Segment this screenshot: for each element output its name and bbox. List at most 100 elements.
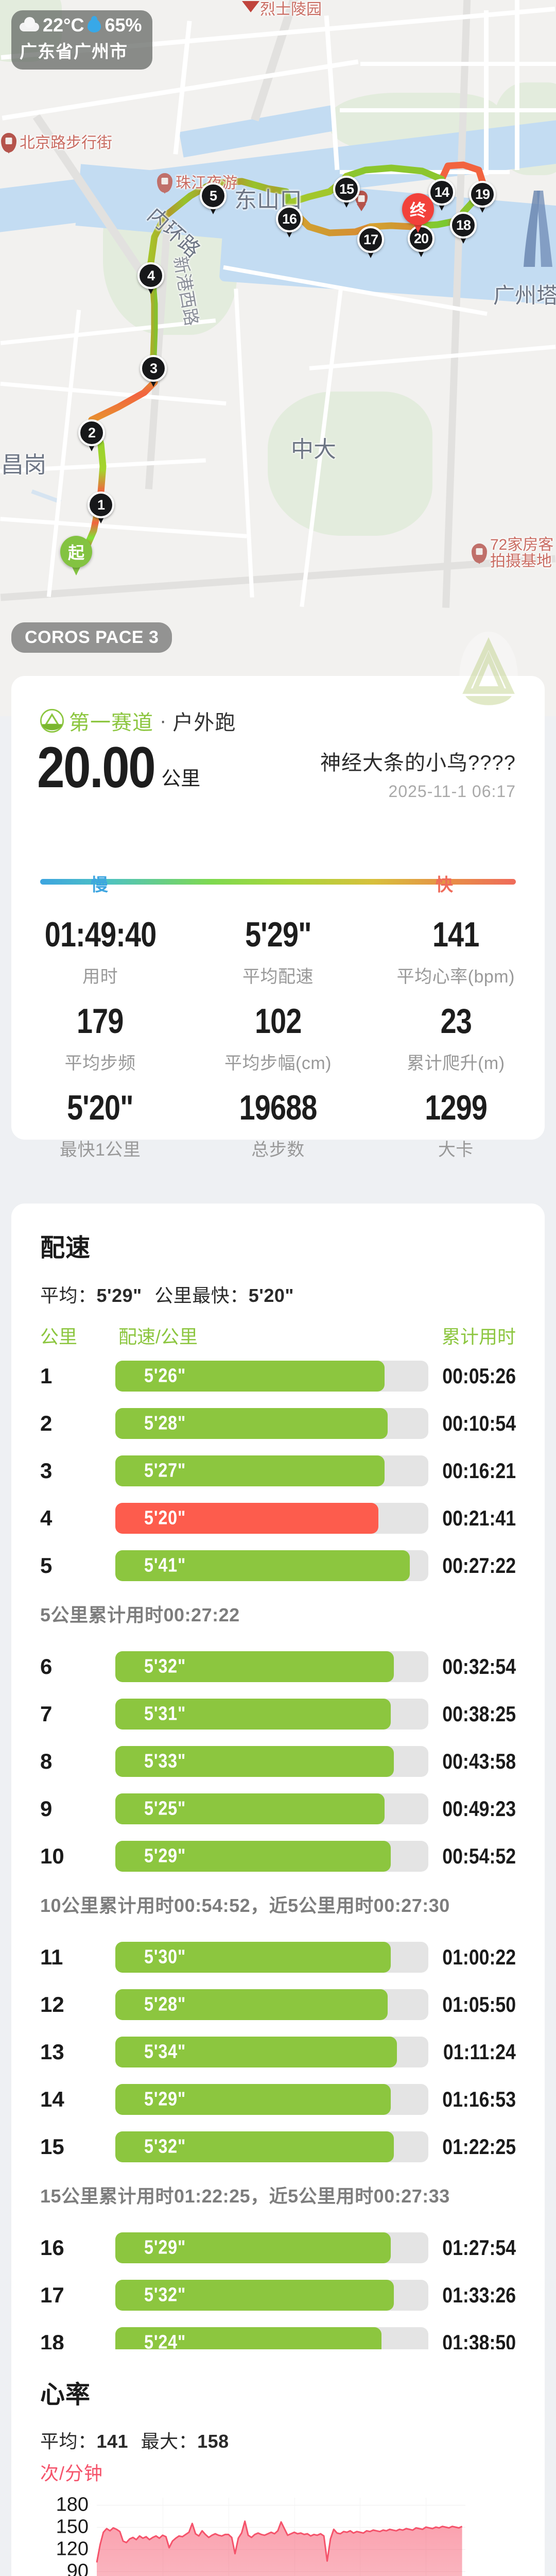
- pace-row-bar: 5'29": [115, 1841, 391, 1872]
- stat-total-steps: 19688 总步数: [189, 1090, 367, 1161]
- pace-row-pace: 5'20": [144, 1507, 186, 1529]
- start-marker[interactable]: 起: [60, 536, 92, 577]
- pace-card: 配速 平均：5'29" 公里最快：5'20" 公里 配速/公里 累计用时 1 5'…: [11, 1204, 545, 2542]
- km-marker-5[interactable]: 5: [200, 182, 227, 215]
- pace-row: 8 5'33" 00:43:58: [40, 1741, 516, 1782]
- pace-row-pace: 5'32": [144, 2284, 186, 2306]
- pace-row-pace: 5'34": [144, 2041, 186, 2063]
- column-header-cumulative: 累计用时: [441, 1326, 516, 1347]
- km-marker-15[interactable]: 15: [333, 176, 360, 209]
- km-marker-label: 16: [276, 206, 303, 232]
- pace-row: 6 5'32" 00:32:54: [40, 1647, 516, 1687]
- km-marker-20[interactable]: 20: [408, 225, 435, 258]
- weather-temp: 22°C: [43, 14, 84, 36]
- km-marker-19[interactable]: 19: [469, 181, 496, 214]
- km-marker-4[interactable]: 4: [137, 262, 164, 295]
- km-marker-3[interactable]: 3: [140, 355, 167, 388]
- km-marker-label: 1: [88, 492, 114, 518]
- stat-duration: 01:49:40 用时: [11, 917, 189, 988]
- pace-row-bar: 5'41": [115, 1550, 410, 1581]
- pace-row-km: 14: [40, 2087, 64, 2111]
- map-place-label: 广州塔: [493, 283, 556, 308]
- km-marker-1[interactable]: 1: [88, 492, 114, 524]
- speed-scale-slow-label: 慢: [91, 875, 108, 895]
- poi-beijinglu[interactable]: 北京路步行街: [1, 133, 112, 152]
- stat-value: 5'29": [245, 915, 311, 954]
- stat-label: 累计爬升(m): [407, 1054, 505, 1073]
- pace-row-pace: 5'29": [144, 1845, 186, 1867]
- poi-lieshi-lingyuan[interactable]: 烈士陵园: [260, 1, 322, 18]
- chart-series: [96, 2520, 463, 2576]
- poi-label: 72家房客拍摄基地: [490, 536, 554, 570]
- pace-row-cumulative: 00:54:52: [442, 1844, 516, 1868]
- km-marker-17[interactable]: 17: [357, 226, 384, 259]
- pace-row-bar-track: 5'32": [115, 1651, 428, 1682]
- stats-row-2: 179 平均步频 102 平均步幅(cm) 23 累计爬升(m): [11, 1004, 545, 1074]
- start-marker-label: 起: [60, 536, 92, 568]
- pace-row-pace: 5'29": [144, 2088, 186, 2110]
- map-road: [360, 62, 556, 66]
- pace-row-cumulative: 00:21:41: [442, 1506, 516, 1530]
- pace-row-cumulative: 01:00:22: [442, 1945, 516, 1969]
- km-marker-label: 2: [78, 419, 105, 446]
- pace-row-bar-track: 5'41": [115, 1550, 428, 1581]
- pace-row-km: 3: [40, 1459, 53, 1483]
- weather-city: 广东省广州市: [20, 42, 128, 62]
- pace-row-bar: 5'34": [115, 2037, 397, 2067]
- pace-row: 11 5'30" 01:00:22: [40, 1937, 516, 1977]
- pace-row-cumulative: 01:27:54: [442, 2235, 516, 2260]
- pace-row-bar: 5'32": [115, 2131, 394, 2162]
- stat-avg-stride: 102 平均步幅(cm): [189, 1004, 367, 1074]
- pace-row: 1 5'26" 00:05:26: [40, 1356, 516, 1396]
- stat-value: 23: [440, 1002, 472, 1041]
- route-map[interactable]: 烈士陵园 北京路步行街 珠江夜游 72家房客拍摄基地 东山口 内环路 中大 昌岗…: [0, 0, 556, 716]
- stat-value: 102: [254, 1002, 302, 1041]
- hr-max-prefix: 最大：: [141, 2431, 198, 2452]
- pace-row-bar: 5'32": [115, 1651, 394, 1682]
- distance-unit: 公里: [161, 768, 201, 790]
- stat-label: 用时: [82, 967, 118, 987]
- km-marker-18[interactable]: 18: [450, 212, 477, 245]
- pace-row-pace: 5'31": [144, 1703, 186, 1725]
- pace-row-bar: 5'26": [115, 1361, 385, 1392]
- hr-avg-prefix: 平均：: [40, 2431, 97, 2452]
- pace-row-bar: 5'33": [115, 1746, 394, 1777]
- pace-row: 5 5'41" 00:27:22: [40, 1546, 516, 1586]
- pace-row-bar-track: 5'20": [115, 1503, 428, 1534]
- stat-value: 179: [77, 1002, 124, 1041]
- poi-72jia-fangke[interactable]: 72家房客拍摄基地: [472, 537, 556, 569]
- stat-fastest-km: 5'20" 最快1公里: [11, 1090, 189, 1161]
- map-road: [484, 10, 489, 175]
- pace-row: 10 5'29" 00:54:52: [40, 1836, 516, 1876]
- map-place-label: 昌岗: [1, 452, 46, 478]
- sport-type: 户外跑: [172, 711, 236, 734]
- landmark-triangle-icon: [242, 1, 259, 12]
- user-block: 神经大条的小鸟???? 2025-11-1 06:17: [320, 746, 516, 801]
- pace-split-summary: 15公里累计用时01:22:25，近5公里用时00:27:33: [40, 2185, 450, 2207]
- heart-rate-summary: 平均：141 最大：158: [40, 2427, 229, 2453]
- pace-row-bar-track: 5'28": [115, 1408, 428, 1439]
- km-marker-14[interactable]: 14: [428, 179, 455, 212]
- km-marker-label: 18: [450, 212, 477, 239]
- hr-avg-value: 141: [96, 2431, 129, 2452]
- heart-rate-chart[interactable]: 609012015018020406080100: [56, 2494, 465, 2576]
- heart-rate-card: 心率 平均：141 最大：158 次/分钟 609012015018020406…: [11, 2349, 545, 2576]
- pace-row-bar-track: 5'29": [115, 2084, 428, 2115]
- km-marker-2[interactable]: 2: [78, 419, 105, 452]
- stat-value: 1299: [424, 1088, 488, 1127]
- pace-row: 15 5'32" 01:22:25: [40, 2127, 516, 2167]
- map-place-label: 中大: [291, 437, 336, 462]
- pace-row: 14 5'29" 01:16:53: [40, 2079, 516, 2120]
- pace-row-bar: 5'30": [115, 1942, 391, 1973]
- stat-value: 19688: [239, 1088, 318, 1127]
- stat-value: 141: [432, 915, 479, 954]
- pace-row-cumulative: 01:16:53: [442, 2087, 516, 2111]
- finish-marker[interactable]: 终: [402, 193, 434, 234]
- km-marker-16[interactable]: 16: [276, 206, 303, 239]
- speed-scale-fast-label: 快: [436, 875, 453, 895]
- stat-label: 大卡: [438, 1140, 474, 1160]
- km-marker-label: 17: [357, 226, 384, 253]
- pace-row: 9 5'25" 00:49:23: [40, 1789, 516, 1829]
- pace-row-cumulative: 00:16:21: [442, 1459, 516, 1483]
- brand-watermark-icon: [459, 631, 518, 716]
